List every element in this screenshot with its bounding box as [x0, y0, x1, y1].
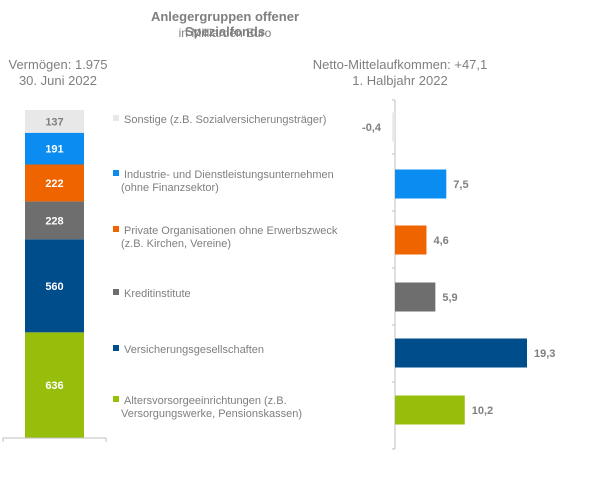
legend-label: (ohne Finanzsektor): [121, 182, 219, 194]
chart-subtitle: in Milliarden Euro: [178, 26, 272, 40]
legend-swatch: [113, 115, 119, 121]
legend: Sonstige (z.B. Sozialversicherungsträger…: [113, 114, 338, 420]
assets-header: Vermögen: 1.975 30. Juni 2022: [0, 57, 116, 89]
stack-segment: [25, 132, 84, 165]
assets-date-label: 30. Juni 2022: [18, 73, 98, 88]
net-flow-label: 5,9: [442, 292, 457, 304]
stack-baseline: [2, 437, 107, 442]
chart-title: Anlegergruppen offener Spezialfonds: [150, 9, 300, 39]
legend-label: Industrie- und Dienstleistungsunternehme…: [124, 169, 334, 181]
legend-label: Versicherungsgesellschaften: [124, 344, 264, 356]
legend-label: Private Organisationen ohne Erwerbszweck: [124, 225, 338, 237]
stack-segment: [25, 201, 84, 240]
net-flow-bar: [392, 112, 395, 142]
stack-segment-label: 137: [45, 116, 63, 128]
stack-segment: [25, 110, 84, 133]
stack-segment-label: 636: [45, 380, 63, 392]
stack-segment-label: 560: [45, 281, 63, 293]
netflow-total-label: Netto-Mittelaufkommen: +47,1: [312, 57, 488, 72]
net-flow-label: 7,5: [453, 179, 468, 191]
legend-label: (z.B. Kirchen, Vereine): [121, 238, 231, 250]
net-flow-bar: [395, 282, 436, 312]
legend-swatch: [113, 226, 119, 232]
stack-segment: [25, 164, 84, 202]
legend-label: Altersvorsorgeeinrichtungen (z.B.: [124, 395, 287, 407]
net-flow-label: 4,6: [433, 235, 448, 247]
net-flow-label: 19,3: [534, 348, 555, 360]
net-flow-label: -0,4: [362, 122, 382, 134]
stack-segment-label: 191: [45, 144, 63, 156]
stack-segment-label: 228: [45, 215, 63, 227]
net-flow-bar: [395, 395, 465, 425]
legend-label: Kreditinstitute: [124, 288, 191, 300]
net-flow-bars: -0,4 7,5 4,6 5,9 19,3 10,2: [362, 99, 555, 450]
legend-label: Sonstige (z.B. Sozialversicherungsträger…: [124, 114, 326, 126]
legend-swatch: [113, 170, 119, 176]
stack-segment: [25, 239, 84, 333]
legend-swatch: [113, 396, 119, 402]
netflow-period-label: 1. Halbjahr 2022: [352, 73, 448, 88]
stack-segment: [25, 332, 84, 438]
legend-label: Versorgungswerke, Pensionskassen): [121, 408, 302, 420]
net-flow-bar: [395, 169, 447, 199]
net-flow-bar: [395, 225, 427, 255]
legend-swatch: [113, 345, 119, 351]
stacked-bar: 636 560 228 222 191 137: [2, 110, 107, 442]
net-flow-bar: [395, 338, 527, 368]
assets-total-label: Vermögen: 1.975: [8, 57, 108, 72]
net-flow-label: 10,2: [472, 405, 493, 417]
stack-segment-label: 222: [45, 178, 63, 190]
netflow-header: Netto-Mittelaufkommen: +47,1 1. Halbjahr…: [300, 57, 500, 89]
legend-swatch: [113, 289, 119, 295]
